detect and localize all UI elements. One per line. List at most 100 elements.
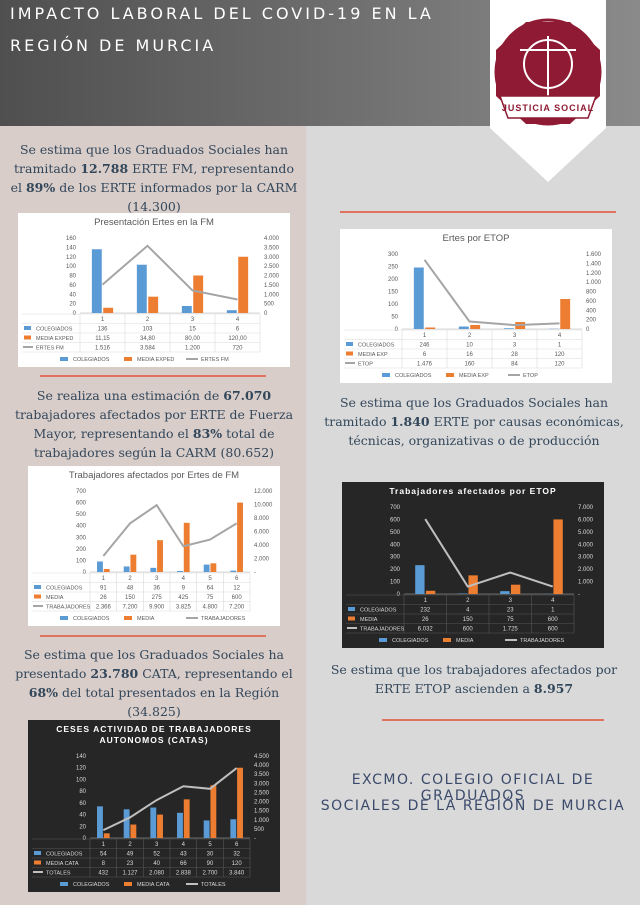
table-value: 34,80 — [140, 336, 156, 342]
bar — [103, 568, 110, 572]
tick-label: 4.000 — [578, 542, 594, 548]
table-value: 720 — [232, 346, 243, 352]
bar — [470, 325, 481, 329]
table-value: 1 — [551, 608, 555, 614]
table-value: 6.032 — [418, 627, 434, 633]
tick-label: 6.000 — [578, 517, 594, 523]
tick-label: 500 — [76, 512, 87, 518]
tick-label: 3.500 — [264, 245, 280, 251]
text-run: ERTE por causas económicas, técnicas, or… — [348, 414, 624, 448]
table-value: 90 — [207, 861, 214, 867]
bar — [130, 824, 137, 838]
table-value: 150 — [125, 595, 136, 601]
bar — [203, 564, 210, 572]
tick-label: 1.000 — [586, 280, 602, 286]
legend-label: MEDIA — [137, 616, 155, 622]
table-series-name: MEDIA — [360, 617, 378, 623]
line — [423, 259, 560, 327]
table-series-name: MEDIA EXPED — [36, 336, 73, 342]
legend-label: COLEGIADOS — [73, 882, 110, 888]
table-series-name: TRABAJADORES — [46, 605, 91, 611]
table-value: 9.900 — [149, 605, 165, 611]
table-series-name: COLEGIADOS — [46, 852, 83, 858]
bar — [553, 519, 563, 594]
chart-title: Ertes por ETOP — [443, 233, 510, 244]
table-value: 3.825 — [176, 605, 192, 611]
bar — [193, 275, 204, 313]
bar — [210, 785, 217, 838]
legend-label: MEDIA EXP — [459, 373, 489, 379]
legend-label: TOTALES — [201, 882, 226, 888]
tick-label: 100 — [390, 580, 401, 586]
tick-label: 4.500 — [254, 754, 270, 760]
tick-label: 100 — [388, 302, 399, 308]
tick-label: 4.000 — [264, 236, 280, 242]
category-label: 1 — [102, 576, 106, 582]
table-swatch — [346, 351, 353, 356]
logo-text: JUSTICIA SOCIAL — [502, 103, 594, 113]
paragraph: Se estima que los Graduados Sociales han… — [316, 393, 632, 450]
category-label: 1 — [102, 842, 106, 848]
highlight: 12.788 — [80, 161, 129, 176]
legend-label: COLEGIADOS — [395, 373, 432, 379]
legend-label: TRABAJADORES — [520, 638, 565, 644]
category-label: 2 — [468, 333, 472, 339]
legend-label: COLEGIADOS — [73, 616, 110, 622]
tick-label: 400 — [390, 542, 401, 548]
table-value: 16 — [466, 352, 473, 358]
bar — [123, 566, 130, 572]
bar — [500, 591, 510, 594]
tick-label: 800 — [586, 290, 597, 296]
tick-label: 2.000 — [254, 557, 270, 563]
category-label: 4 — [182, 842, 186, 848]
paragraph: Se estima que los Graduados Sociales ha … — [8, 645, 300, 721]
table-value: 3.840 — [229, 871, 245, 877]
tick-label: 1.200 — [586, 271, 602, 277]
table-value: 7.200 — [229, 605, 245, 611]
text-run: CATA, representando el — [138, 666, 293, 681]
category-label: 1 — [423, 333, 427, 339]
table-value: 64 — [207, 586, 214, 592]
category-label: 4 — [182, 576, 186, 582]
table-value: 232 — [420, 608, 431, 614]
chart-background — [342, 482, 604, 648]
table-value: 1 — [558, 343, 562, 349]
chart: Trabajadores afectados por ETOP010020030… — [342, 482, 604, 648]
tick-label: 500 — [264, 302, 275, 308]
category-label: 3 — [155, 842, 159, 848]
table-value: 26 — [100, 595, 107, 601]
legend-swatch — [60, 882, 68, 886]
tick-label: 3.000 — [264, 255, 280, 261]
bar — [97, 561, 103, 572]
tick-label: 80 — [69, 274, 76, 280]
tick-label: 600 — [586, 299, 597, 305]
bar — [177, 812, 183, 838]
tick-label: 700 — [76, 489, 87, 495]
category-label: 2 — [128, 842, 132, 848]
table-value: 43 — [180, 852, 187, 858]
tick-label: 120 — [66, 255, 77, 261]
footer-text: SOCIALES DE LA REGIÓN DE MURCIA — [320, 798, 626, 814]
tick-label: 120 — [76, 766, 87, 772]
paragraph: Se estima que los trabajadores afectados… — [316, 660, 632, 698]
bar — [183, 522, 190, 572]
tick-label: 50 — [391, 315, 398, 321]
highlight: 89% — [25, 180, 56, 195]
tick-label: 300 — [390, 555, 401, 561]
bar — [136, 264, 147, 313]
paragraph: Se realiza una estimación de 67.070 trab… — [8, 386, 300, 462]
tick-label: 20 — [79, 824, 86, 830]
highlight: 68% — [28, 685, 59, 700]
tick-label: 3.000 — [254, 781, 270, 787]
tick-label: 400 — [76, 524, 87, 530]
table-value: 10 — [466, 343, 473, 349]
table-value: 600 — [463, 627, 474, 633]
legend-label: ERTES FM — [201, 357, 229, 363]
tick-label: 100 — [76, 558, 87, 564]
tick-label: 200 — [586, 318, 597, 324]
table-value: 1.516 — [95, 346, 111, 352]
tick-label: 1.500 — [254, 809, 270, 815]
table-value: 40 — [153, 861, 160, 867]
logo-banner — [498, 95, 598, 119]
tick-label: - — [254, 570, 256, 576]
